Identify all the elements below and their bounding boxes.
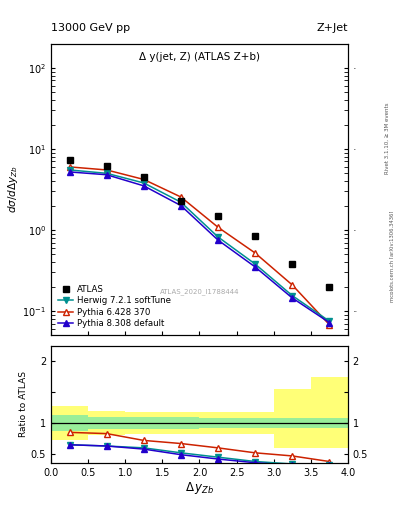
Herwig 7.2.1 softTune	[253, 261, 257, 267]
ATLAS	[327, 284, 332, 290]
Pythia 8.308 default	[216, 237, 220, 243]
ATLAS	[290, 261, 294, 267]
Pythia 6.428 370	[67, 164, 72, 170]
Line: Herwig 7.2.1 softTune: Herwig 7.2.1 softTune	[67, 167, 332, 324]
ATLAS	[216, 212, 220, 219]
X-axis label: $\Delta\, y_{Zb}$: $\Delta\, y_{Zb}$	[185, 480, 214, 496]
Line: Pythia 6.428 370: Pythia 6.428 370	[67, 164, 332, 327]
Line: Pythia 8.308 default: Pythia 8.308 default	[67, 169, 332, 325]
Herwig 7.2.1 softTune	[141, 180, 146, 186]
Pythia 8.308 default	[67, 169, 72, 175]
Pythia 6.428 370	[253, 250, 257, 256]
Text: Δ y(jet, Z) (ATLAS Z+b): Δ y(jet, Z) (ATLAS Z+b)	[139, 52, 260, 62]
Herwig 7.2.1 softTune	[105, 170, 109, 177]
Pythia 6.428 370	[327, 322, 332, 328]
Pythia 6.428 370	[216, 224, 220, 230]
ATLAS	[253, 232, 257, 239]
Herwig 7.2.1 softTune	[327, 318, 332, 324]
Pythia 6.428 370	[290, 282, 294, 288]
Text: mcplots.cern.ch [arXiv:1306.3436]: mcplots.cern.ch [arXiv:1306.3436]	[390, 210, 393, 302]
Pythia 6.428 370	[105, 167, 109, 173]
Text: Rivet 3.1.10, ≥ 3M events: Rivet 3.1.10, ≥ 3M events	[385, 102, 389, 174]
ATLAS	[141, 174, 146, 180]
Line: ATLAS: ATLAS	[66, 157, 332, 290]
Pythia 8.308 default	[178, 202, 183, 208]
Pythia 6.428 370	[141, 176, 146, 182]
Y-axis label: $d\sigma/d\Delta y_{Zb}$: $d\sigma/d\Delta y_{Zb}$	[6, 165, 20, 214]
ATLAS	[67, 157, 72, 163]
Text: ATLAS_2020_I1788444: ATLAS_2020_I1788444	[160, 288, 239, 294]
Text: 13000 GeV pp: 13000 GeV pp	[51, 23, 130, 33]
Herwig 7.2.1 softTune	[67, 167, 72, 173]
Herwig 7.2.1 softTune	[290, 292, 294, 298]
Y-axis label: Ratio to ATLAS: Ratio to ATLAS	[19, 372, 28, 437]
Pythia 8.308 default	[105, 172, 109, 178]
Herwig 7.2.1 softTune	[178, 199, 183, 205]
Pythia 8.308 default	[290, 295, 294, 301]
Pythia 6.428 370	[178, 194, 183, 200]
ATLAS	[178, 198, 183, 204]
Legend: ATLAS, Herwig 7.2.1 softTune, Pythia 6.428 370, Pythia 8.308 default: ATLAS, Herwig 7.2.1 softTune, Pythia 6.4…	[55, 282, 173, 331]
ATLAS	[105, 163, 109, 169]
Pythia 8.308 default	[141, 183, 146, 189]
Herwig 7.2.1 softTune	[216, 234, 220, 240]
Pythia 8.308 default	[327, 319, 332, 326]
Pythia 8.308 default	[253, 264, 257, 270]
Text: Z+Jet: Z+Jet	[316, 23, 348, 33]
